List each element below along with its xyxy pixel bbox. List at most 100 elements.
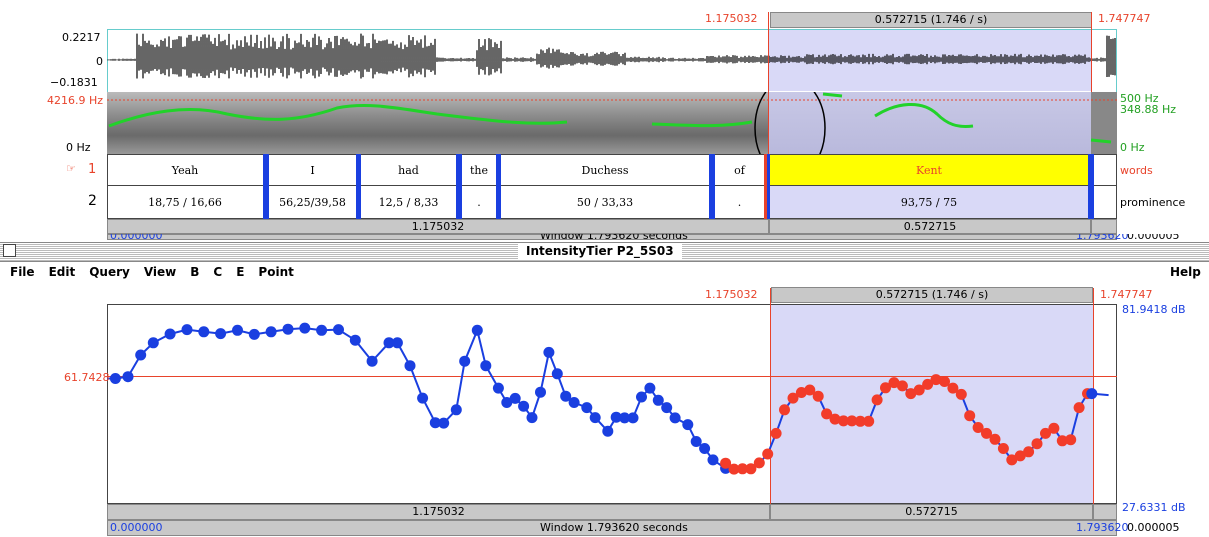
intensity-point-selected[interactable] <box>947 382 959 394</box>
intensity-point[interactable] <box>366 355 378 367</box>
bottom-bar-left[interactable]: 1.175032 <box>107 504 770 520</box>
intensity-point[interactable] <box>248 328 260 340</box>
intensity-point[interactable] <box>135 349 147 361</box>
intensity-point-selected[interactable] <box>1073 402 1085 414</box>
intensity-point[interactable] <box>333 324 344 336</box>
word-cell[interactable]: Yeah <box>171 164 199 177</box>
boundary[interactable] <box>709 154 715 219</box>
intensity-point[interactable] <box>391 337 403 349</box>
intensity-point[interactable] <box>644 382 656 394</box>
intensity-point-selected[interactable] <box>838 415 849 427</box>
bottom-bar-right[interactable]: 0.572715 <box>770 504 1093 520</box>
intensity-point[interactable] <box>299 322 311 334</box>
prominence-cell[interactable]: 93,75 / 75 <box>900 196 958 209</box>
intensity-point[interactable] <box>589 412 601 424</box>
top-bar-left[interactable]: 1.175032 <box>107 219 769 234</box>
intensity-point-selected[interactable] <box>871 394 883 406</box>
intensity-point[interactable] <box>568 397 580 408</box>
intensity-point-selected[interactable] <box>905 388 917 400</box>
intensity-point-selected[interactable] <box>854 415 866 427</box>
intensity-point-selected[interactable] <box>922 378 934 390</box>
boundary-selected[interactable] <box>764 154 767 219</box>
intensity-point[interactable] <box>480 360 492 372</box>
intensity-point[interactable] <box>492 382 504 394</box>
intensity-point-selected[interactable] <box>1031 438 1043 450</box>
tier1-number[interactable]: 1 <box>88 162 97 177</box>
intensity-point[interactable] <box>349 334 361 346</box>
intensity-point-selected[interactable] <box>888 377 900 389</box>
intensity-point-selected[interactable] <box>964 410 976 422</box>
intensity-point[interactable] <box>438 417 450 429</box>
intensity-point-selected[interactable] <box>896 380 908 392</box>
boundary[interactable] <box>767 154 770 219</box>
intensity-point[interactable] <box>661 402 673 414</box>
intensity-point-selected[interactable] <box>787 392 799 404</box>
intensity-point-selected[interactable] <box>1065 434 1077 446</box>
menu-point[interactable]: Point <box>258 265 294 279</box>
prominence-cell[interactable]: . <box>737 196 742 209</box>
intensity-point-selected[interactable] <box>981 427 992 439</box>
prominence-cell[interactable]: 56,25/39,58 <box>279 196 346 209</box>
menu-e[interactable]: E <box>236 265 245 279</box>
intensity-point[interactable] <box>543 346 555 358</box>
prominence-cell[interactable]: . <box>477 196 481 209</box>
prominence-cell[interactable]: 18,75 / 16,66 <box>148 196 222 209</box>
intensity-point-selected[interactable] <box>930 374 942 386</box>
bottom-bar-tail[interactable] <box>1093 504 1117 520</box>
intensity-point[interactable] <box>610 411 622 423</box>
word-cell-selected[interactable]: Kent <box>916 164 942 177</box>
intensity-point[interactable] <box>417 392 429 404</box>
boundary[interactable] <box>263 154 269 219</box>
intensity-point[interactable] <box>690 436 702 447</box>
intensity-point[interactable] <box>265 326 277 338</box>
intensity-point[interactable] <box>535 386 546 398</box>
intensity-point-selected[interactable] <box>728 463 740 475</box>
word-cell[interactable]: I <box>310 164 315 177</box>
intensity-point-selected[interactable] <box>913 384 925 396</box>
close-box-icon[interactable] <box>3 244 16 257</box>
top-sel-length[interactable]: 0.572715 (1.746 / s) <box>770 12 1092 28</box>
intensity-point-selected[interactable] <box>939 376 950 387</box>
intensity-point[interactable] <box>198 326 210 338</box>
top-window-bar[interactable] <box>107 234 1117 240</box>
intensity-point[interactable] <box>669 412 681 424</box>
intensity-point[interactable] <box>707 454 719 466</box>
intensity-point[interactable] <box>450 404 462 416</box>
word-cell[interactable]: of <box>734 164 745 177</box>
menu-query[interactable]: Query <box>89 265 130 279</box>
intensity-point[interactable] <box>282 323 294 335</box>
intensity-point[interactable] <box>147 337 159 349</box>
prominence-cell[interactable]: 50 / 33,33 <box>576 196 634 209</box>
menu-view[interactable]: View <box>143 265 177 279</box>
intensity-point-selected[interactable] <box>720 457 732 469</box>
intensity-point-selected[interactable] <box>1006 454 1018 466</box>
intensity-point-selected[interactable] <box>989 433 1001 445</box>
intensity-point[interactable] <box>636 391 647 403</box>
intensity-point[interactable] <box>383 337 395 349</box>
intensity-point-selected[interactable] <box>829 413 841 425</box>
intensity-point-selected[interactable] <box>880 382 891 394</box>
intensity-point-selected[interactable] <box>1014 450 1026 462</box>
menu-b[interactable]: B <box>190 265 200 279</box>
intensity-point-selected[interactable] <box>972 422 984 433</box>
intensity-point-selected[interactable] <box>997 443 1009 454</box>
intensity-point-selected[interactable] <box>1023 446 1035 458</box>
intensity-point[interactable] <box>682 419 694 431</box>
intensity-point[interactable] <box>429 417 441 429</box>
boundary[interactable] <box>456 154 462 219</box>
intensity-point[interactable] <box>518 400 530 412</box>
intensity-point[interactable] <box>404 360 416 372</box>
bottom-window-bar[interactable] <box>107 520 1117 536</box>
top-bar-right[interactable]: 0.572715 <box>769 219 1091 234</box>
intensity-point[interactable] <box>501 397 513 408</box>
intensity-chart[interactable] <box>107 304 1117 504</box>
intensity-point[interactable] <box>509 392 521 404</box>
boundary[interactable] <box>496 154 501 219</box>
intensity-point-selected[interactable] <box>737 463 748 475</box>
intensity-point[interactable] <box>1086 388 1098 400</box>
tier2-number[interactable]: 2 <box>88 193 97 209</box>
intensity-point-selected[interactable] <box>770 427 782 439</box>
intensity-point[interactable] <box>619 412 631 424</box>
word-cell[interactable]: the <box>469 164 488 177</box>
menu-help[interactable]: Help <box>1170 265 1201 279</box>
